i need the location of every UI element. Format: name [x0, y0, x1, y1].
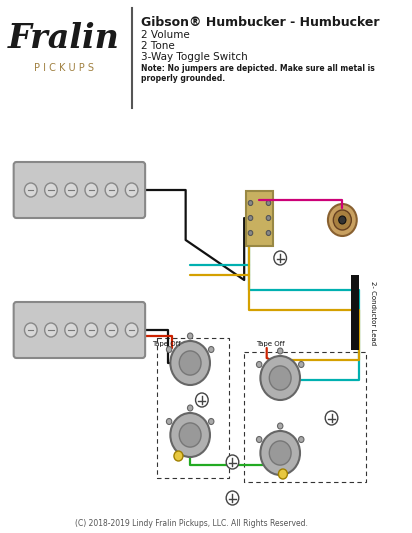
Circle shape [266, 200, 271, 206]
Circle shape [269, 441, 291, 465]
Circle shape [179, 351, 201, 375]
Circle shape [65, 183, 77, 197]
Circle shape [260, 356, 300, 400]
Text: 2 Volume: 2 Volume [140, 30, 190, 40]
Text: (C) 2018-2019 Lindy Fralin Pickups, LLC. All Rights Reserved.: (C) 2018-2019 Lindy Fralin Pickups, LLC.… [75, 520, 307, 529]
Circle shape [278, 348, 283, 354]
Circle shape [299, 361, 304, 367]
FancyBboxPatch shape [14, 162, 145, 218]
Circle shape [85, 323, 98, 337]
Bar [246, 190, 273, 246]
Circle shape [85, 183, 98, 197]
Text: Tape Off: Tape Off [256, 341, 285, 347]
Circle shape [248, 215, 253, 221]
Circle shape [339, 216, 346, 224]
Circle shape [256, 437, 262, 442]
Text: 2- Conductor Lead: 2- Conductor Lead [370, 281, 376, 345]
Text: 2 Tone: 2 Tone [140, 41, 174, 51]
Circle shape [333, 210, 351, 230]
Circle shape [105, 183, 118, 197]
Circle shape [325, 411, 338, 425]
Circle shape [125, 183, 138, 197]
Circle shape [24, 183, 37, 197]
Text: Note: No jumpers are depicted. Make sure all metal is
properly grounded.: Note: No jumpers are depicted. Make sure… [140, 64, 375, 83]
Circle shape [260, 431, 300, 475]
Circle shape [226, 455, 239, 469]
Circle shape [196, 393, 208, 407]
Circle shape [174, 451, 183, 461]
Bar [351, 275, 359, 350]
Circle shape [208, 346, 214, 352]
Circle shape [208, 418, 214, 424]
Circle shape [65, 323, 77, 337]
Circle shape [105, 323, 118, 337]
Text: 3-Way Toggle Switch: 3-Way Toggle Switch [140, 52, 247, 62]
Circle shape [278, 423, 283, 429]
Circle shape [266, 215, 271, 221]
Circle shape [274, 251, 286, 265]
Circle shape [166, 346, 172, 352]
Circle shape [187, 333, 193, 339]
FancyBboxPatch shape [14, 302, 145, 358]
Text: Fralin: Fralin [8, 21, 120, 54]
Text: P I C K U P S: P I C K U P S [34, 63, 94, 73]
Circle shape [269, 366, 291, 390]
Circle shape [248, 200, 253, 206]
Circle shape [328, 204, 357, 236]
Circle shape [179, 423, 201, 447]
Circle shape [24, 323, 37, 337]
Circle shape [279, 469, 288, 479]
Circle shape [226, 491, 239, 505]
Circle shape [125, 323, 138, 337]
Circle shape [170, 413, 210, 457]
Circle shape [44, 323, 57, 337]
Circle shape [166, 418, 172, 424]
Circle shape [266, 230, 271, 236]
Text: Tape Off: Tape Off [152, 341, 181, 347]
Circle shape [44, 183, 57, 197]
Circle shape [299, 437, 304, 442]
Text: Gibson® Humbucker - Humbucker: Gibson® Humbucker - Humbucker [140, 16, 379, 29]
Circle shape [248, 230, 253, 236]
Circle shape [187, 405, 193, 411]
Circle shape [170, 341, 210, 385]
Circle shape [256, 361, 262, 367]
